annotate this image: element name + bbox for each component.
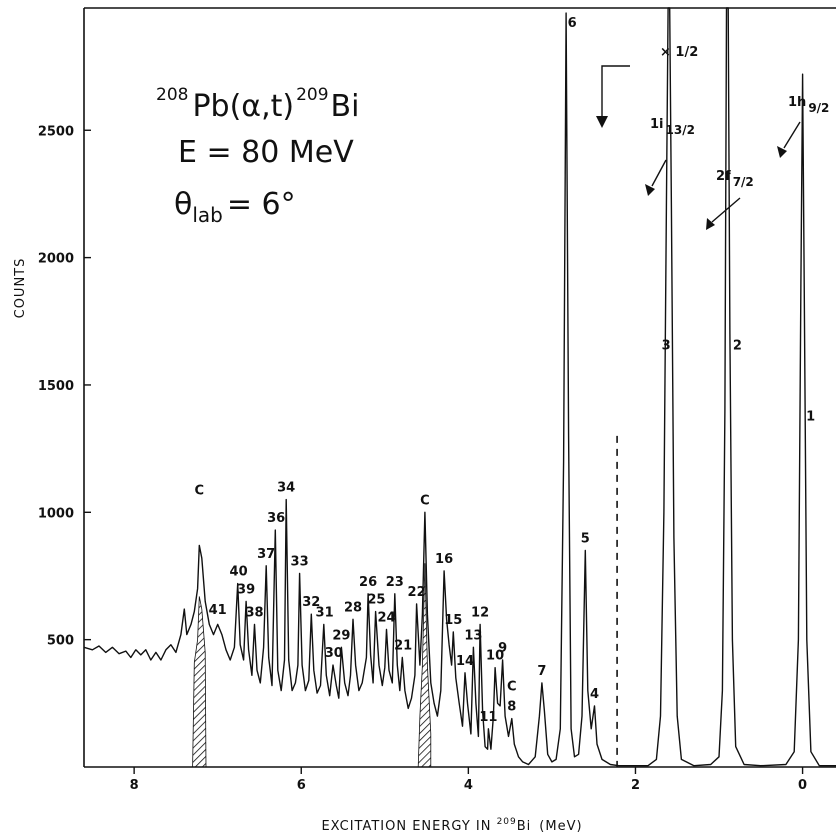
peak-label-23: 23 [386, 575, 404, 590]
peak-label-12: 12 [471, 605, 489, 620]
state-arrows [645, 121, 801, 230]
state-label-1h9-2: 1h 9/2 [788, 95, 829, 115]
y-ticks: 500 1000 1500 2000 2500 [38, 124, 91, 649]
peak-label-24: 24 [377, 611, 395, 626]
target-symbol: Pb [192, 89, 229, 124]
peak-label-25: 25 [367, 593, 385, 608]
x-tick-label: 2 [631, 778, 640, 793]
contaminant-hatches [192, 563, 516, 768]
peak-label-33: 33 [291, 554, 309, 569]
peak-label-36: 36 [267, 511, 285, 526]
projectile-ejectile: (α,t) [230, 89, 294, 124]
x-axis-unit: (MeV) [539, 819, 582, 834]
y-tick-label: 1500 [38, 379, 74, 394]
product-symbol: Bi [331, 89, 360, 124]
spectrum-line [83, 7, 836, 767]
x-tick-label: 4 [464, 778, 473, 793]
peak-label-26: 26 [359, 575, 377, 590]
svg-text:θlab= 6°: θlab = 6° [174, 187, 296, 227]
beam-energy: E = 80 MeV [178, 135, 354, 170]
peak-label-4: 4 [590, 687, 599, 702]
peak-label-37: 37 [257, 547, 275, 562]
peak-label-22: 22 [408, 585, 426, 600]
peak-label-14: 14 [456, 654, 474, 669]
x-axis-title-prefix: EXCITATION ENERGY IN [321, 819, 496, 834]
peak-label-32: 32 [302, 595, 320, 610]
peak-label-30: 30 [325, 646, 343, 661]
peak-label-21: 21 [394, 639, 412, 654]
peak-label-39: 39 [237, 582, 255, 597]
peak-label-11: 11 [479, 710, 497, 725]
peak-label-2: 2 [733, 339, 742, 354]
state-label-2f7-2: 2f 7/2 [716, 169, 754, 189]
x-axis-isotope: Bi [517, 819, 532, 834]
peak-label-40: 40 [230, 565, 248, 580]
scale-note: × 1/2 [660, 45, 698, 60]
peak-label-34: 34 [277, 481, 295, 496]
contaminant-hatch [417, 563, 432, 768]
x-axis-isotope-mass: 209 [497, 817, 517, 827]
peak-label-10: 10 [486, 649, 504, 664]
reaction-label: 208 Pb(α,t) 209Bi E = 80 MeV θlab = 6° [156, 85, 359, 227]
peak-label-41: 41 [209, 603, 227, 618]
y-tick-label: 1000 [38, 506, 74, 521]
peak-label-15: 15 [444, 613, 462, 628]
angle-value: = 6° [227, 187, 296, 222]
peak-labels: 1234567891011121314151621222324252628293… [209, 16, 815, 725]
x-tick-label: 8 [130, 778, 139, 793]
scale-change-arrow [596, 65, 630, 128]
peak-label-6: 6 [568, 16, 577, 31]
y-tick-label: 2500 [38, 124, 74, 139]
x-tick-label: 0 [798, 778, 807, 793]
state-label-1i13-2: 1i 13/2 [650, 117, 695, 137]
x-axis-title: EXCITATION ENERGY IN 209Bi (MeV) [321, 817, 582, 834]
target-mass: 208 [156, 85, 188, 105]
peak-label-1: 1 [806, 410, 815, 425]
peak-label-9: 9 [498, 641, 507, 656]
angle-subscript: lab [192, 203, 223, 227]
contaminant-labels: C C C [195, 484, 517, 695]
peak-label-5: 5 [581, 532, 590, 547]
y-tick-label: 500 [47, 634, 74, 649]
product-mass: 209 [296, 85, 328, 105]
x-tick-label: 6 [297, 778, 306, 793]
peak-label-3: 3 [662, 339, 671, 354]
contaminant-label: C [507, 680, 517, 695]
y-axis-title: COUNTS [13, 258, 28, 319]
angle-symbol: θ [174, 187, 192, 222]
peak-label-13: 13 [464, 628, 482, 643]
contaminant-label: C [195, 484, 205, 499]
x-ticks: 8 6 4 2 0 [130, 767, 807, 793]
peak-label-28: 28 [344, 600, 362, 615]
contaminant-label: C [420, 494, 430, 509]
peak-label-8: 8 [507, 700, 516, 715]
peak-label-7: 7 [537, 664, 546, 679]
contaminant-hatch [192, 596, 207, 768]
peak-label-29: 29 [332, 628, 350, 643]
peak-label-38: 38 [245, 605, 263, 620]
peak-label-16: 16 [435, 552, 453, 567]
peak-label-31: 31 [316, 605, 334, 620]
y-tick-label: 2000 [38, 252, 74, 267]
